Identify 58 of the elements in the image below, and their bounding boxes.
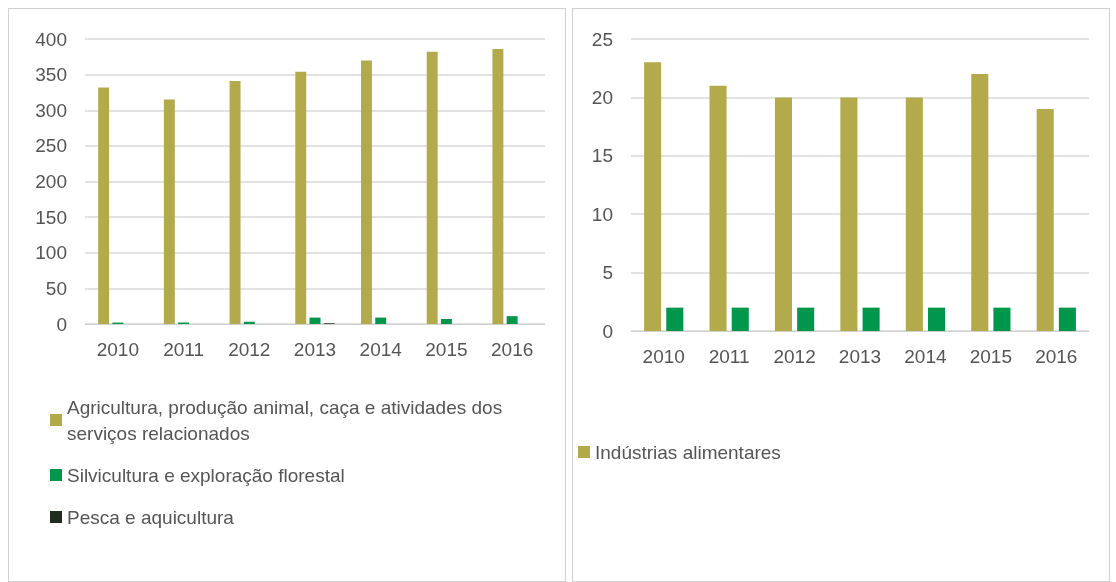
legend-label: Agricultura, produção animal, caça e atividades dos serviços relacionados bbox=[67, 396, 508, 444]
y-tick-label: 10 bbox=[591, 203, 613, 225]
x-tick-label: 2013 bbox=[293, 339, 337, 360]
y-tick-label: 150 bbox=[35, 206, 67, 228]
y-tick-label: 0 bbox=[56, 313, 67, 335]
bar bbox=[163, 99, 175, 324]
y-tick-label: 250 bbox=[35, 135, 67, 157]
x-tick-label: 2016 bbox=[1035, 346, 1078, 367]
x-tick-label: 2012 bbox=[773, 346, 816, 367]
x-tick-label: 2010 bbox=[642, 346, 685, 367]
bar bbox=[666, 307, 684, 331]
y-tick-label: 50 bbox=[45, 277, 67, 299]
bar bbox=[927, 307, 946, 331]
bar bbox=[375, 317, 387, 324]
y-tick-label: 100 bbox=[35, 242, 67, 264]
bar bbox=[905, 97, 923, 331]
x-tick-label: 2015 bbox=[969, 346, 1012, 367]
bar bbox=[971, 74, 989, 331]
y-tick-label: 25 bbox=[591, 28, 613, 50]
legend-label: Pesca e aquicultura bbox=[67, 506, 235, 528]
x-tick-label: 2011 bbox=[708, 346, 750, 367]
legend-label: Silvicultura e exploração florestal bbox=[67, 464, 345, 486]
bar bbox=[229, 81, 241, 324]
bar bbox=[709, 85, 727, 331]
x-tick-label: 2010 bbox=[96, 339, 139, 360]
bar bbox=[1036, 109, 1054, 331]
x-tick-label: 2014 bbox=[359, 339, 403, 360]
y-tick-label: 20 bbox=[591, 86, 613, 108]
y-tick-label: 300 bbox=[35, 99, 67, 121]
bar bbox=[440, 319, 452, 324]
y-tick-label: 350 bbox=[35, 64, 67, 86]
bar bbox=[492, 48, 504, 324]
y-tick-label: 400 bbox=[35, 28, 67, 50]
x-tick-label: 2013 bbox=[838, 346, 882, 367]
bar bbox=[840, 97, 858, 331]
x-tick-label: 2014 bbox=[904, 346, 947, 367]
bar bbox=[644, 62, 662, 331]
bar bbox=[243, 321, 255, 324]
bar bbox=[774, 97, 793, 331]
y-tick-label: 200 bbox=[35, 171, 67, 192]
x-tick-label: 2012 bbox=[228, 339, 271, 360]
bar bbox=[361, 60, 372, 324]
x-tick-label: 2011 bbox=[163, 339, 204, 360]
x-tick-label: 2016 bbox=[491, 339, 534, 360]
bar bbox=[731, 307, 749, 331]
legend-label: Indústrias alimentares bbox=[595, 441, 781, 463]
bar bbox=[295, 71, 307, 324]
bar bbox=[1058, 307, 1076, 331]
bar bbox=[993, 307, 1011, 331]
bar bbox=[862, 307, 880, 331]
bar bbox=[426, 51, 438, 324]
y-tick-label: 15 bbox=[591, 145, 613, 167]
bar bbox=[506, 316, 518, 324]
y-tick-label: 5 bbox=[602, 262, 613, 284]
y-tick-label: 0 bbox=[602, 320, 613, 342]
x-tick-label: 2015 bbox=[425, 339, 468, 360]
bar bbox=[98, 87, 110, 324]
bar bbox=[797, 307, 815, 331]
